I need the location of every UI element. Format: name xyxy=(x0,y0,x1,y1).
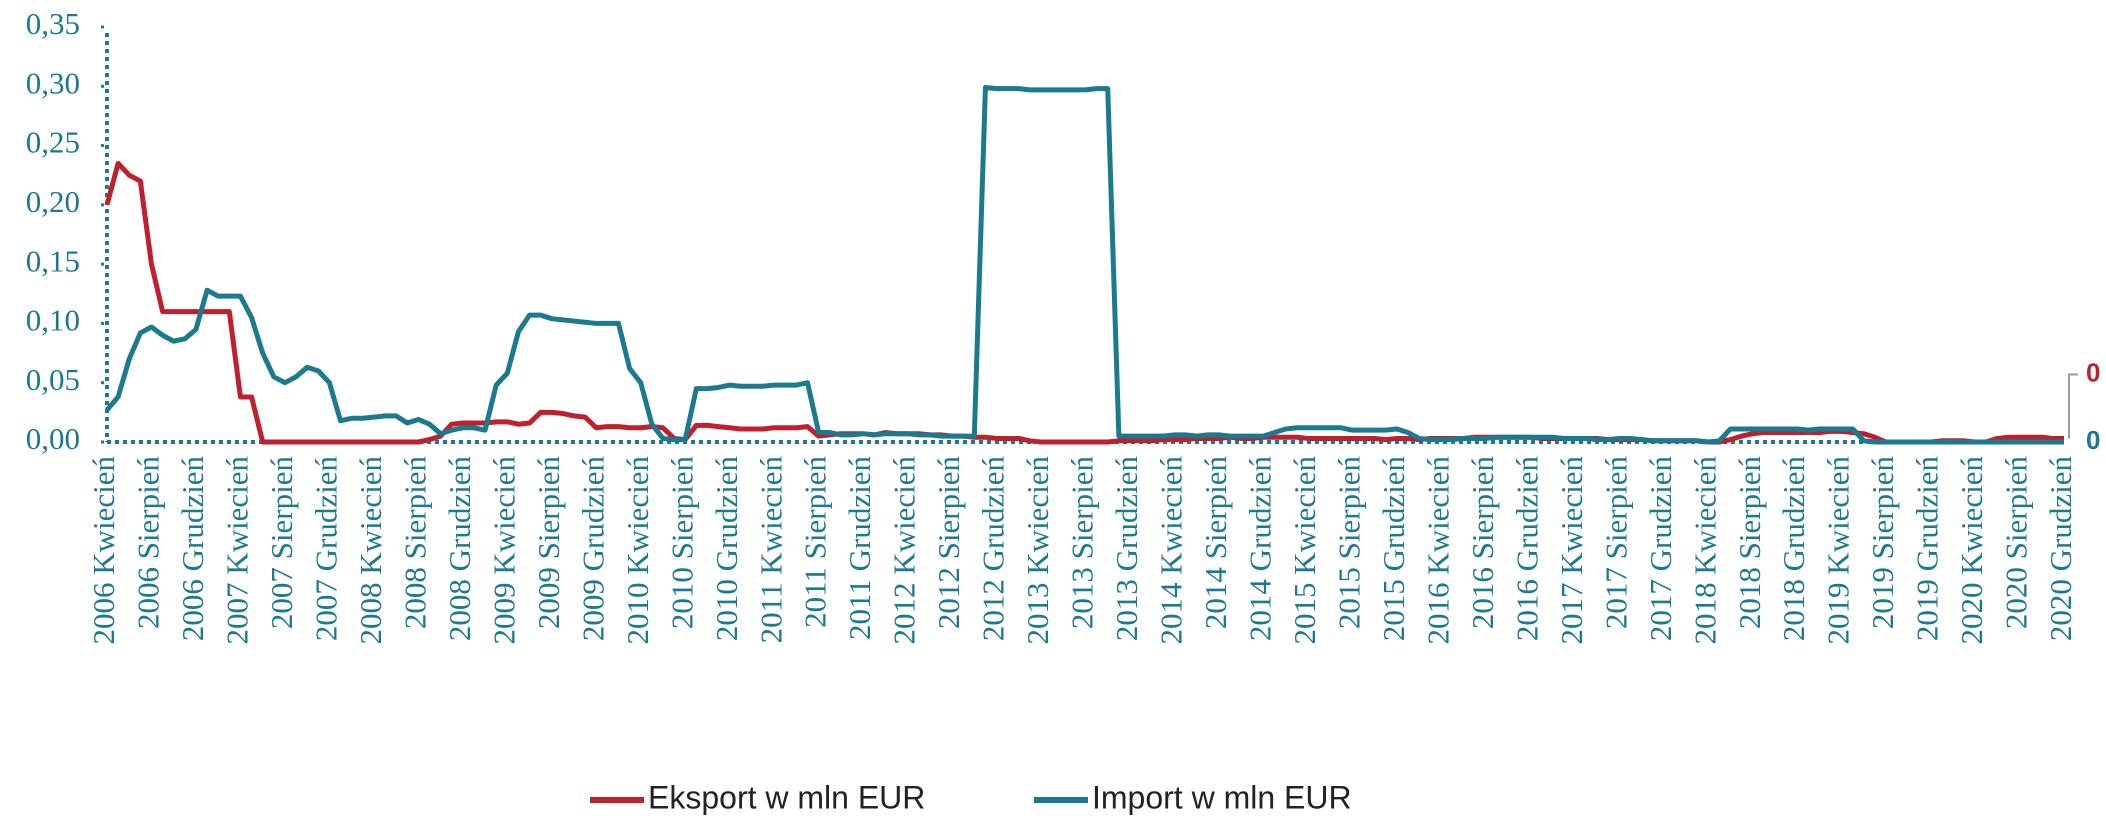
x-tick-label: 2015 Grudzień xyxy=(1376,456,1411,642)
x-tick-label: 2007 Grudzień xyxy=(308,456,343,642)
data-label: 0 xyxy=(2086,357,2100,387)
x-tick-label: 2011 Kwiecień xyxy=(753,456,788,644)
series-line xyxy=(105,84,2064,445)
x-tick-label: 2019 Kwiecień xyxy=(1821,456,1856,645)
legend-item: Eksport w mln EUR xyxy=(590,779,925,815)
data-label: 0 xyxy=(2086,425,2100,455)
x-tick-label: 2016 Kwiecień xyxy=(1420,456,1455,645)
x-tick-label: 2015 Sierpień xyxy=(1331,456,1366,630)
x-tick-label: 2014 Grudzień xyxy=(1243,456,1278,642)
x-tick-label: 2009 Kwiecień xyxy=(486,456,521,645)
x-tick-label: 2010 Kwiecień xyxy=(620,456,655,645)
x-tick-label: 2008 Grudzień xyxy=(442,456,477,642)
x-tick-label: 2009 Grudzień xyxy=(575,456,610,642)
x-tick-label: 2006 Grudzień xyxy=(175,456,210,642)
x-tick-label: 2016 Sierpień xyxy=(1465,456,1500,630)
x-tick-label: 2014 Kwiecień xyxy=(1154,456,1189,645)
x-tick-label: 2018 Grudzień xyxy=(1776,456,1811,642)
x-tick-label: 2010 Grudzień xyxy=(709,456,744,642)
x-tick-label: 2013 Sierpień xyxy=(1065,456,1100,630)
x-tick-label: 2009 Sierpień xyxy=(531,456,566,630)
y-tick-label: 0,30 xyxy=(26,65,80,100)
y-tick-label: 0,10 xyxy=(26,303,80,338)
y-tick-label: 0,20 xyxy=(26,184,80,219)
x-tick-label: 2015 Kwiecień xyxy=(1287,456,1322,645)
x-tick-label: 2017 Sierpień xyxy=(1598,456,1633,630)
y-tick-label: 0,00 xyxy=(26,421,80,456)
x-tick-label: 2012 Grudzień xyxy=(976,456,1011,642)
series-line xyxy=(104,160,2064,445)
x-tick-label: 2013 Grudzień xyxy=(1109,456,1144,642)
x-tick-label: 2011 Sierpień xyxy=(798,456,833,628)
legend-label: Eksport w mln EUR xyxy=(648,779,925,815)
x-tick-label: 2006 Sierpień xyxy=(131,456,166,630)
x-tick-label: 2017 Kwiecień xyxy=(1554,456,1589,645)
x-tick-label: 2010 Sierpień xyxy=(664,456,699,630)
x-tick-label: 2020 Sierpień xyxy=(1999,456,2034,630)
x-tick-label: 2008 Sierpień xyxy=(397,456,432,630)
label-leader xyxy=(2068,373,2078,439)
legend-item: Import w mln EUR xyxy=(1034,779,1352,815)
x-tick-label: 2007 Sierpień xyxy=(264,456,299,630)
x-tick-label: 2008 Kwiecień xyxy=(353,456,388,645)
y-tick-label: 0,05 xyxy=(26,362,80,397)
y-tick-label: 0,15 xyxy=(26,243,80,278)
x-tick-label: 2017 Grudzień xyxy=(1643,456,1678,642)
x-tick-label: 2019 Sierpień xyxy=(1865,456,1900,630)
x-tick-label: 2012 Sierpień xyxy=(931,456,966,630)
x-tick-label: 2011 Grudzień xyxy=(842,456,877,640)
x-tick-label: 2020 Kwiecień xyxy=(1954,456,1989,645)
x-tick-label: 2006 Kwiecień xyxy=(86,456,121,645)
x-tick-label: 2018 Sierpień xyxy=(1732,456,1767,630)
x-tick-label: 2013 Kwiecień xyxy=(1020,456,1055,645)
legend-label: Import w mln EUR xyxy=(1092,779,1352,815)
y-tick-label: 0,25 xyxy=(26,125,80,160)
x-tick-label: 2014 Sierpień xyxy=(1198,456,1233,630)
x-tick-label: 2016 Grudzień xyxy=(1509,456,1544,642)
x-tick-label: 2019 Grudzień xyxy=(1910,456,1945,642)
y-tick-label: 0,35 xyxy=(26,6,80,41)
x-tick-label: 2020 Grudzień xyxy=(2043,456,2078,642)
x-tick-label: 2018 Kwiecień xyxy=(1687,456,1722,645)
x-tick-label: 2007 Kwiecień xyxy=(220,456,255,645)
x-tick-label: 2012 Kwiecień xyxy=(887,456,922,645)
